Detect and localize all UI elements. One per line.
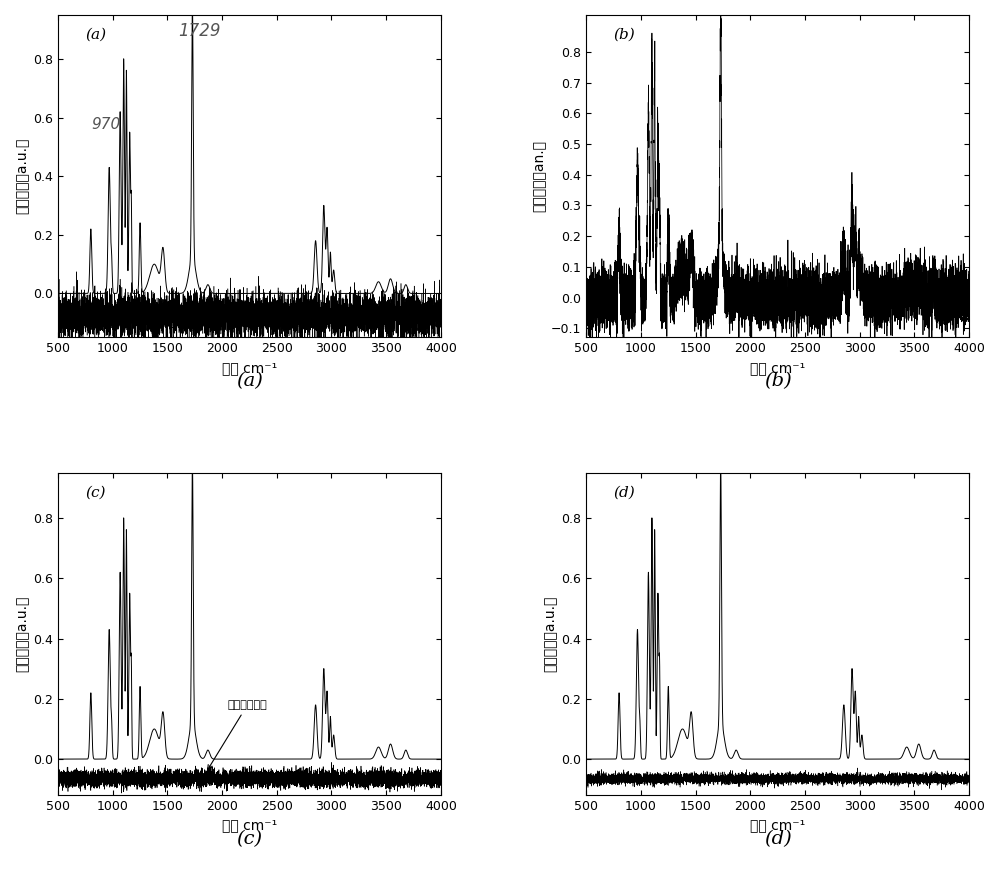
Text: 1729: 1729 bbox=[178, 21, 221, 40]
Text: 970: 970 bbox=[91, 117, 120, 132]
Text: (d): (d) bbox=[613, 486, 635, 500]
X-axis label: 波数 cm⁻¹: 波数 cm⁻¹ bbox=[750, 361, 805, 375]
X-axis label: 波数 cm⁻¹: 波数 cm⁻¹ bbox=[750, 819, 805, 833]
Text: (d): (d) bbox=[764, 830, 792, 848]
X-axis label: 波数 cm⁻¹: 波数 cm⁻¹ bbox=[222, 361, 277, 375]
Y-axis label: 光谱强度（a.u.）: 光谱强度（a.u.） bbox=[15, 596, 29, 672]
Text: (a): (a) bbox=[236, 372, 263, 390]
Y-axis label: 光谱强度（a.u.）: 光谱强度（a.u.） bbox=[543, 596, 557, 672]
Y-axis label: 光谱强度（an.）: 光谱强度（an.） bbox=[533, 140, 547, 212]
Text: (c): (c) bbox=[85, 486, 105, 500]
Text: (c): (c) bbox=[236, 830, 262, 848]
Y-axis label: 光谱强度（a.u.）: 光谱强度（a.u.） bbox=[15, 138, 29, 215]
Text: (b): (b) bbox=[613, 28, 635, 42]
Text: 节点失真声量: 节点失真声量 bbox=[208, 700, 267, 770]
Text: (b): (b) bbox=[764, 372, 792, 390]
X-axis label: 波数 cm⁻¹: 波数 cm⁻¹ bbox=[222, 819, 277, 833]
Text: (a): (a) bbox=[85, 28, 106, 42]
